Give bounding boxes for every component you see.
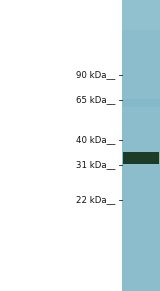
Bar: [122, 0, 160, 30]
Text: 40 kDa__: 40 kDa__: [76, 136, 115, 145]
Text: 65 kDa__: 65 kDa__: [76, 95, 115, 104]
Text: 90 kDa__: 90 kDa__: [76, 70, 115, 79]
Bar: [123, 152, 159, 164]
Text: 31 kDa__: 31 kDa__: [76, 161, 115, 169]
Bar: [122, 99, 160, 107]
Bar: [122, 0, 160, 291]
Text: 22 kDa__: 22 kDa__: [76, 196, 115, 205]
